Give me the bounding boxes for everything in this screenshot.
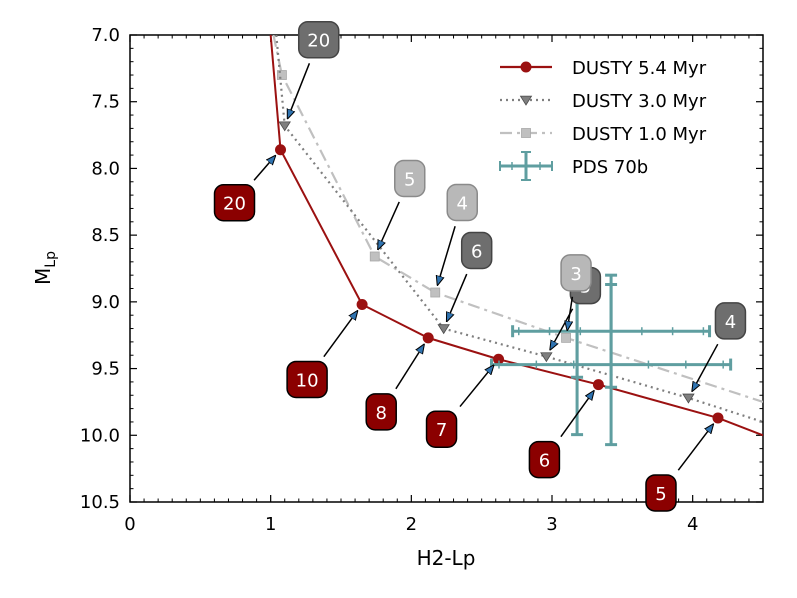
annotation-arrow [560, 391, 594, 438]
legend-label: DUSTY 5.4 Myr [572, 58, 707, 79]
annotation-label: 6 [471, 242, 482, 263]
series-point [437, 324, 450, 335]
series-point [561, 332, 571, 343]
y-axis-label-subscript: Lp [43, 251, 59, 268]
annotation-box [714, 302, 747, 340]
svg-text:MLp: MLp [31, 251, 59, 285]
annotation-arrow [567, 296, 572, 330]
series-point [712, 412, 724, 424]
y-axis-label-group: MLp [31, 251, 59, 285]
legend-entry: DUSTY 3.0 Myr [500, 91, 707, 112]
annotation-box [645, 474, 677, 512]
y-tick-label: 9.0 [91, 292, 120, 313]
series-point [369, 251, 380, 262]
annotation-box [560, 254, 592, 292]
annotation-box [286, 360, 328, 399]
annotation-arrow [692, 343, 719, 391]
annotation-label: 4 [725, 312, 736, 333]
annotation-box [460, 231, 493, 270]
legend: DUSTY 5.4 Myr DUSTY 3.0 Myr DUSTY 1.0 Myr P… [499, 58, 707, 181]
annotation-arrow [253, 156, 275, 181]
annotation-arrow [459, 365, 494, 408]
annotation-layer: 2010876520654543 [213, 20, 747, 512]
legend-entry: DUSTY 5.4 Myr [500, 58, 707, 79]
legend-label: DUSTY 1.0 Myr [572, 124, 707, 145]
plot-area [129, 34, 764, 503]
legend-marker [519, 95, 533, 106]
x-axis-label: H2-Lp [417, 546, 476, 570]
series-line [275, 35, 763, 423]
series-point [278, 121, 291, 132]
x-tick-label: 3 [546, 514, 557, 535]
x-tick-label: 0 [124, 514, 135, 535]
series-point [682, 393, 695, 404]
series-point [592, 379, 604, 391]
legend-entry: PDS 70b [499, 151, 648, 181]
annotation-label: 20 [307, 31, 330, 52]
annotation-arrow [288, 63, 311, 118]
annotation-box [365, 393, 397, 431]
series-point [356, 299, 368, 311]
series-point [430, 287, 441, 298]
legend-label: PDS 70b [572, 157, 648, 178]
series-layer [269, 35, 763, 437]
legend-marker [520, 61, 532, 73]
annotation-box [297, 20, 340, 59]
axis-ticks: 0 1 2 3 4 7.0 7.5 8.0 8.5 9.0 9.5 10.0 10.5 [80, 25, 764, 535]
series-point [275, 144, 287, 156]
series-point [277, 70, 287, 80]
y-tick-label: 8.0 [91, 158, 120, 179]
annotation-label: 5 [655, 484, 666, 505]
y-tick-label: 7.5 [91, 92, 120, 113]
annotation-arrow [395, 345, 424, 390]
annotation-arrow [438, 226, 456, 285]
annotation-box [213, 183, 256, 222]
annotation-box [394, 159, 426, 198]
annotation-box [528, 440, 561, 479]
series-line [269, 35, 763, 437]
annotation-label: 4 [457, 194, 468, 215]
y-tick-label: 8.5 [91, 225, 120, 246]
annotation-arrow [447, 273, 468, 321]
y-tick-label: 7.0 [91, 25, 120, 46]
annotation-arrow [677, 424, 713, 471]
x-tick-label: 4 [687, 514, 698, 535]
legend-marker [521, 128, 531, 138]
x-tick-label: 1 [265, 514, 276, 535]
y-tick-label: 10.0 [80, 425, 120, 446]
legend-entry: DUSTY 1.0 Myr [500, 124, 707, 145]
annotation-arrow [378, 201, 400, 249]
annotation-label: 6 [539, 451, 550, 472]
annotation-label: 8 [375, 403, 386, 424]
y-axis-label: M [31, 268, 55, 285]
annotation-label: 3 [570, 264, 581, 285]
y-tick-label: 9.5 [91, 359, 120, 380]
x-tick-label: 2 [406, 514, 417, 535]
annotation-box [446, 183, 478, 222]
series-point [540, 352, 553, 363]
series-line [272, 35, 763, 403]
annotation-label: 20 [223, 194, 246, 215]
annotation-label: 10 [296, 371, 319, 392]
annotation-label: 7 [436, 420, 447, 441]
legend-label: DUSTY 3.0 Myr [572, 91, 707, 112]
series-point [422, 332, 434, 344]
errorbar-layer [490, 273, 733, 447]
annotation-arrow [323, 311, 358, 358]
annotation-box [425, 410, 458, 448]
annotation-label: 5 [404, 169, 415, 190]
y-tick-label: 10.5 [80, 492, 120, 513]
plot-frame [129, 34, 764, 503]
